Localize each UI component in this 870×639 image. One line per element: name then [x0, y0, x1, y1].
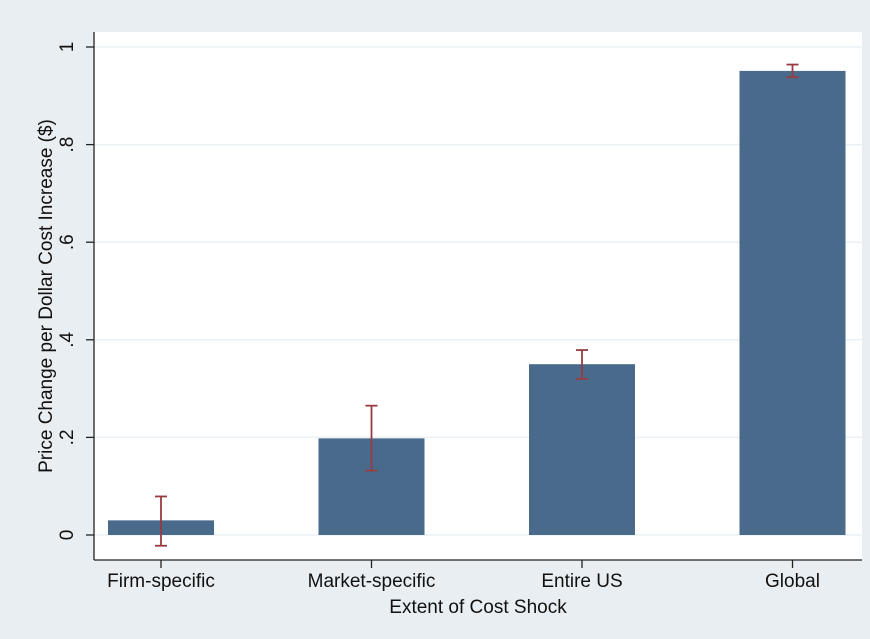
y-tick-label: .4 — [57, 331, 78, 347]
bar-global — [739, 70, 846, 536]
error-bar — [155, 495, 167, 547]
x-tick-label: Entire US — [541, 571, 622, 592]
axes — [93, 32, 862, 561]
y-axis-title: Price Change per Dollar Cost Increase ($… — [36, 119, 57, 473]
y-tick-label: .2 — [57, 429, 78, 445]
y-tick-label: .8 — [57, 137, 78, 153]
x-tick-label: Market-specific — [308, 571, 436, 592]
bar-entire-us — [529, 364, 635, 535]
x-tick-label: Global — [765, 571, 820, 592]
y-tick-label: 0 — [57, 530, 78, 541]
bars — [108, 70, 846, 536]
gridlines — [94, 46, 862, 536]
error-bars — [155, 63, 799, 547]
x-tick-label: Firm-specific — [107, 571, 215, 592]
y-tick-label: 1 — [57, 42, 78, 53]
error-bar — [786, 63, 799, 79]
y-tick-label: .6 — [57, 234, 78, 250]
error-bar — [365, 404, 378, 472]
y-tick-labels: 0 .2 .4 .6 .8 1 — [57, 42, 94, 541]
error-bar — [576, 349, 588, 380]
x-axis-title: Extent of Cost Shock — [389, 597, 567, 618]
plot-area — [94, 32, 862, 560]
x-tick-labels: Firm-specific Market-specific Entire US Glo… — [107, 560, 820, 592]
